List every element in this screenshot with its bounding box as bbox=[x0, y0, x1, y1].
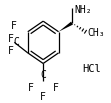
Text: F: F bbox=[8, 46, 13, 56]
Text: C: C bbox=[13, 37, 19, 47]
Text: F: F bbox=[8, 34, 13, 44]
Text: CH₃: CH₃ bbox=[87, 28, 105, 38]
Text: F: F bbox=[53, 83, 59, 94]
Text: F: F bbox=[40, 92, 46, 102]
Text: F: F bbox=[10, 21, 16, 31]
Polygon shape bbox=[59, 22, 73, 32]
Text: NH₂: NH₂ bbox=[74, 5, 92, 15]
Text: C: C bbox=[40, 70, 46, 80]
Text: HCl: HCl bbox=[82, 64, 101, 74]
Text: F: F bbox=[28, 83, 34, 94]
